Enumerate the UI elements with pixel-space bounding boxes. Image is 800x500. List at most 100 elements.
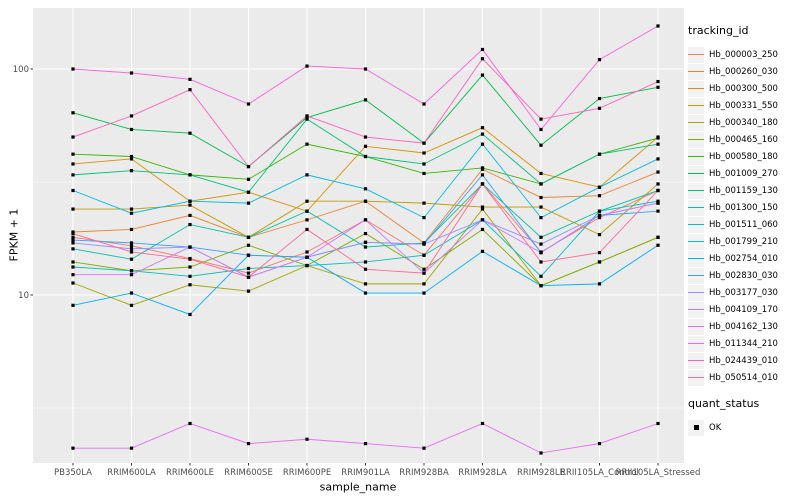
legend-item-label: Hb_000340_180 bbox=[709, 117, 778, 128]
data-point-marker bbox=[71, 303, 75, 307]
data-point-marker bbox=[246, 201, 251, 205]
data-point-marker bbox=[363, 98, 368, 102]
data-point-marker bbox=[129, 244, 134, 248]
data-point-marker bbox=[363, 267, 368, 271]
data-point-marker bbox=[129, 446, 134, 450]
data-point-marker bbox=[480, 166, 485, 170]
data-point-marker bbox=[129, 127, 134, 132]
data-point-marker bbox=[363, 291, 368, 295]
data-point-marker bbox=[305, 64, 309, 68]
legend-item-label: OK bbox=[709, 422, 722, 433]
data-point-marker bbox=[363, 231, 368, 236]
legend-item-label: Hb_001511_060 bbox=[709, 219, 778, 230]
data-point-marker bbox=[597, 96, 602, 101]
data-point-marker bbox=[246, 164, 251, 169]
legend-item: Hb_000580_180 bbox=[688, 148, 800, 165]
data-point-marker bbox=[597, 216, 602, 220]
legend-line-key-icon bbox=[688, 80, 704, 97]
legend-line-key-icon bbox=[688, 352, 704, 369]
data-point-marker bbox=[188, 131, 192, 135]
data-point-marker bbox=[539, 284, 543, 288]
data-point-marker bbox=[129, 169, 134, 173]
data-point-marker bbox=[71, 247, 75, 251]
legend-line-key-icon bbox=[688, 63, 704, 80]
data-point-marker bbox=[305, 218, 309, 222]
data-point-marker bbox=[71, 281, 75, 285]
data-point-marker bbox=[539, 242, 543, 246]
x-tick-label: RRIM600LE bbox=[166, 468, 214, 478]
x-tick-label: RRIM600PE bbox=[283, 468, 331, 478]
legend-item-label: Hb_000300_500 bbox=[709, 83, 778, 94]
data-point-marker bbox=[305, 114, 309, 118]
data-point-marker bbox=[480, 142, 485, 146]
legend-item: Hb_000340_180 bbox=[688, 114, 800, 131]
legend-line-key-icon bbox=[688, 148, 704, 165]
data-point-marker bbox=[246, 102, 251, 106]
x-tick-label: RRIM928LE bbox=[517, 468, 565, 478]
data-point-marker bbox=[246, 266, 251, 271]
data-point-marker bbox=[129, 114, 134, 118]
data-point-marker bbox=[71, 446, 75, 450]
legend-item: Hb_003177_030 bbox=[688, 284, 800, 301]
data-point-marker bbox=[71, 273, 75, 277]
x-tick-label: RRII105LA_Stressed bbox=[616, 468, 701, 478]
data-point-marker bbox=[246, 442, 251, 446]
legend-item-label: Hb_003177_030 bbox=[709, 287, 778, 298]
legend-item-label: Hb_004162_130 bbox=[709, 321, 778, 332]
data-point-marker bbox=[71, 241, 75, 245]
data-point-marker bbox=[597, 209, 602, 213]
data-point-marker bbox=[129, 154, 134, 159]
data-point-marker bbox=[188, 257, 192, 261]
data-point-marker bbox=[539, 216, 543, 220]
data-point-marker bbox=[188, 421, 192, 426]
data-point-marker bbox=[539, 251, 543, 255]
data-point-marker bbox=[363, 67, 368, 71]
legend-item-label: Hb_001300_150 bbox=[709, 202, 778, 213]
data-point-marker bbox=[539, 274, 543, 278]
data-point-marker bbox=[129, 303, 134, 307]
data-point-marker bbox=[539, 182, 543, 186]
data-point-marker bbox=[422, 446, 426, 450]
data-point-marker bbox=[480, 126, 485, 130]
data-point-marker bbox=[656, 24, 660, 28]
data-point-marker bbox=[480, 207, 485, 211]
data-point-marker bbox=[480, 132, 485, 136]
data-point-marker bbox=[129, 247, 134, 251]
data-point-marker bbox=[71, 111, 75, 115]
data-point-marker bbox=[305, 142, 309, 146]
data-point-marker bbox=[363, 135, 368, 139]
data-point-marker bbox=[363, 144, 368, 148]
data-point-marker bbox=[656, 201, 660, 205]
legend-item: Hb_001159_130 bbox=[688, 182, 800, 199]
data-point-marker bbox=[656, 243, 660, 247]
x-tick-label: RRIM600LA bbox=[107, 468, 156, 478]
legend-line-key-icon bbox=[688, 369, 704, 386]
data-point-marker bbox=[656, 188, 660, 193]
data-point-marker bbox=[188, 213, 192, 218]
data-point-marker bbox=[188, 222, 192, 227]
data-point-marker bbox=[305, 199, 309, 203]
x-tick-label: RRIM600SE bbox=[224, 468, 273, 478]
data-point-marker bbox=[480, 73, 485, 77]
data-point-marker bbox=[71, 67, 75, 71]
data-point-marker bbox=[597, 233, 602, 237]
data-point-marker bbox=[539, 143, 543, 147]
data-point-marker bbox=[305, 255, 309, 259]
legend-panel: tracking_id Hb_000003_250 Hb_000260_030 Hb… bbox=[688, 0, 800, 436]
x-tick-label: PB350LA bbox=[54, 468, 92, 478]
legend-line-key-icon bbox=[688, 114, 704, 131]
legend-item: Hb_002754_010 bbox=[688, 250, 800, 267]
data-point-marker bbox=[246, 289, 251, 293]
data-point-marker bbox=[480, 205, 485, 209]
data-point-marker bbox=[71, 188, 75, 193]
legend-item: Hb_001009_270 bbox=[688, 165, 800, 182]
data-point-marker bbox=[129, 269, 134, 273]
data-point-marker bbox=[129, 71, 134, 75]
data-point-marker bbox=[656, 79, 660, 84]
data-point-marker bbox=[656, 136, 660, 140]
data-point-marker bbox=[129, 211, 134, 215]
legend-line-key-icon bbox=[688, 318, 704, 335]
legend-line-key-icon bbox=[688, 199, 704, 216]
data-point-marker bbox=[188, 274, 192, 278]
data-point-marker bbox=[188, 88, 192, 92]
